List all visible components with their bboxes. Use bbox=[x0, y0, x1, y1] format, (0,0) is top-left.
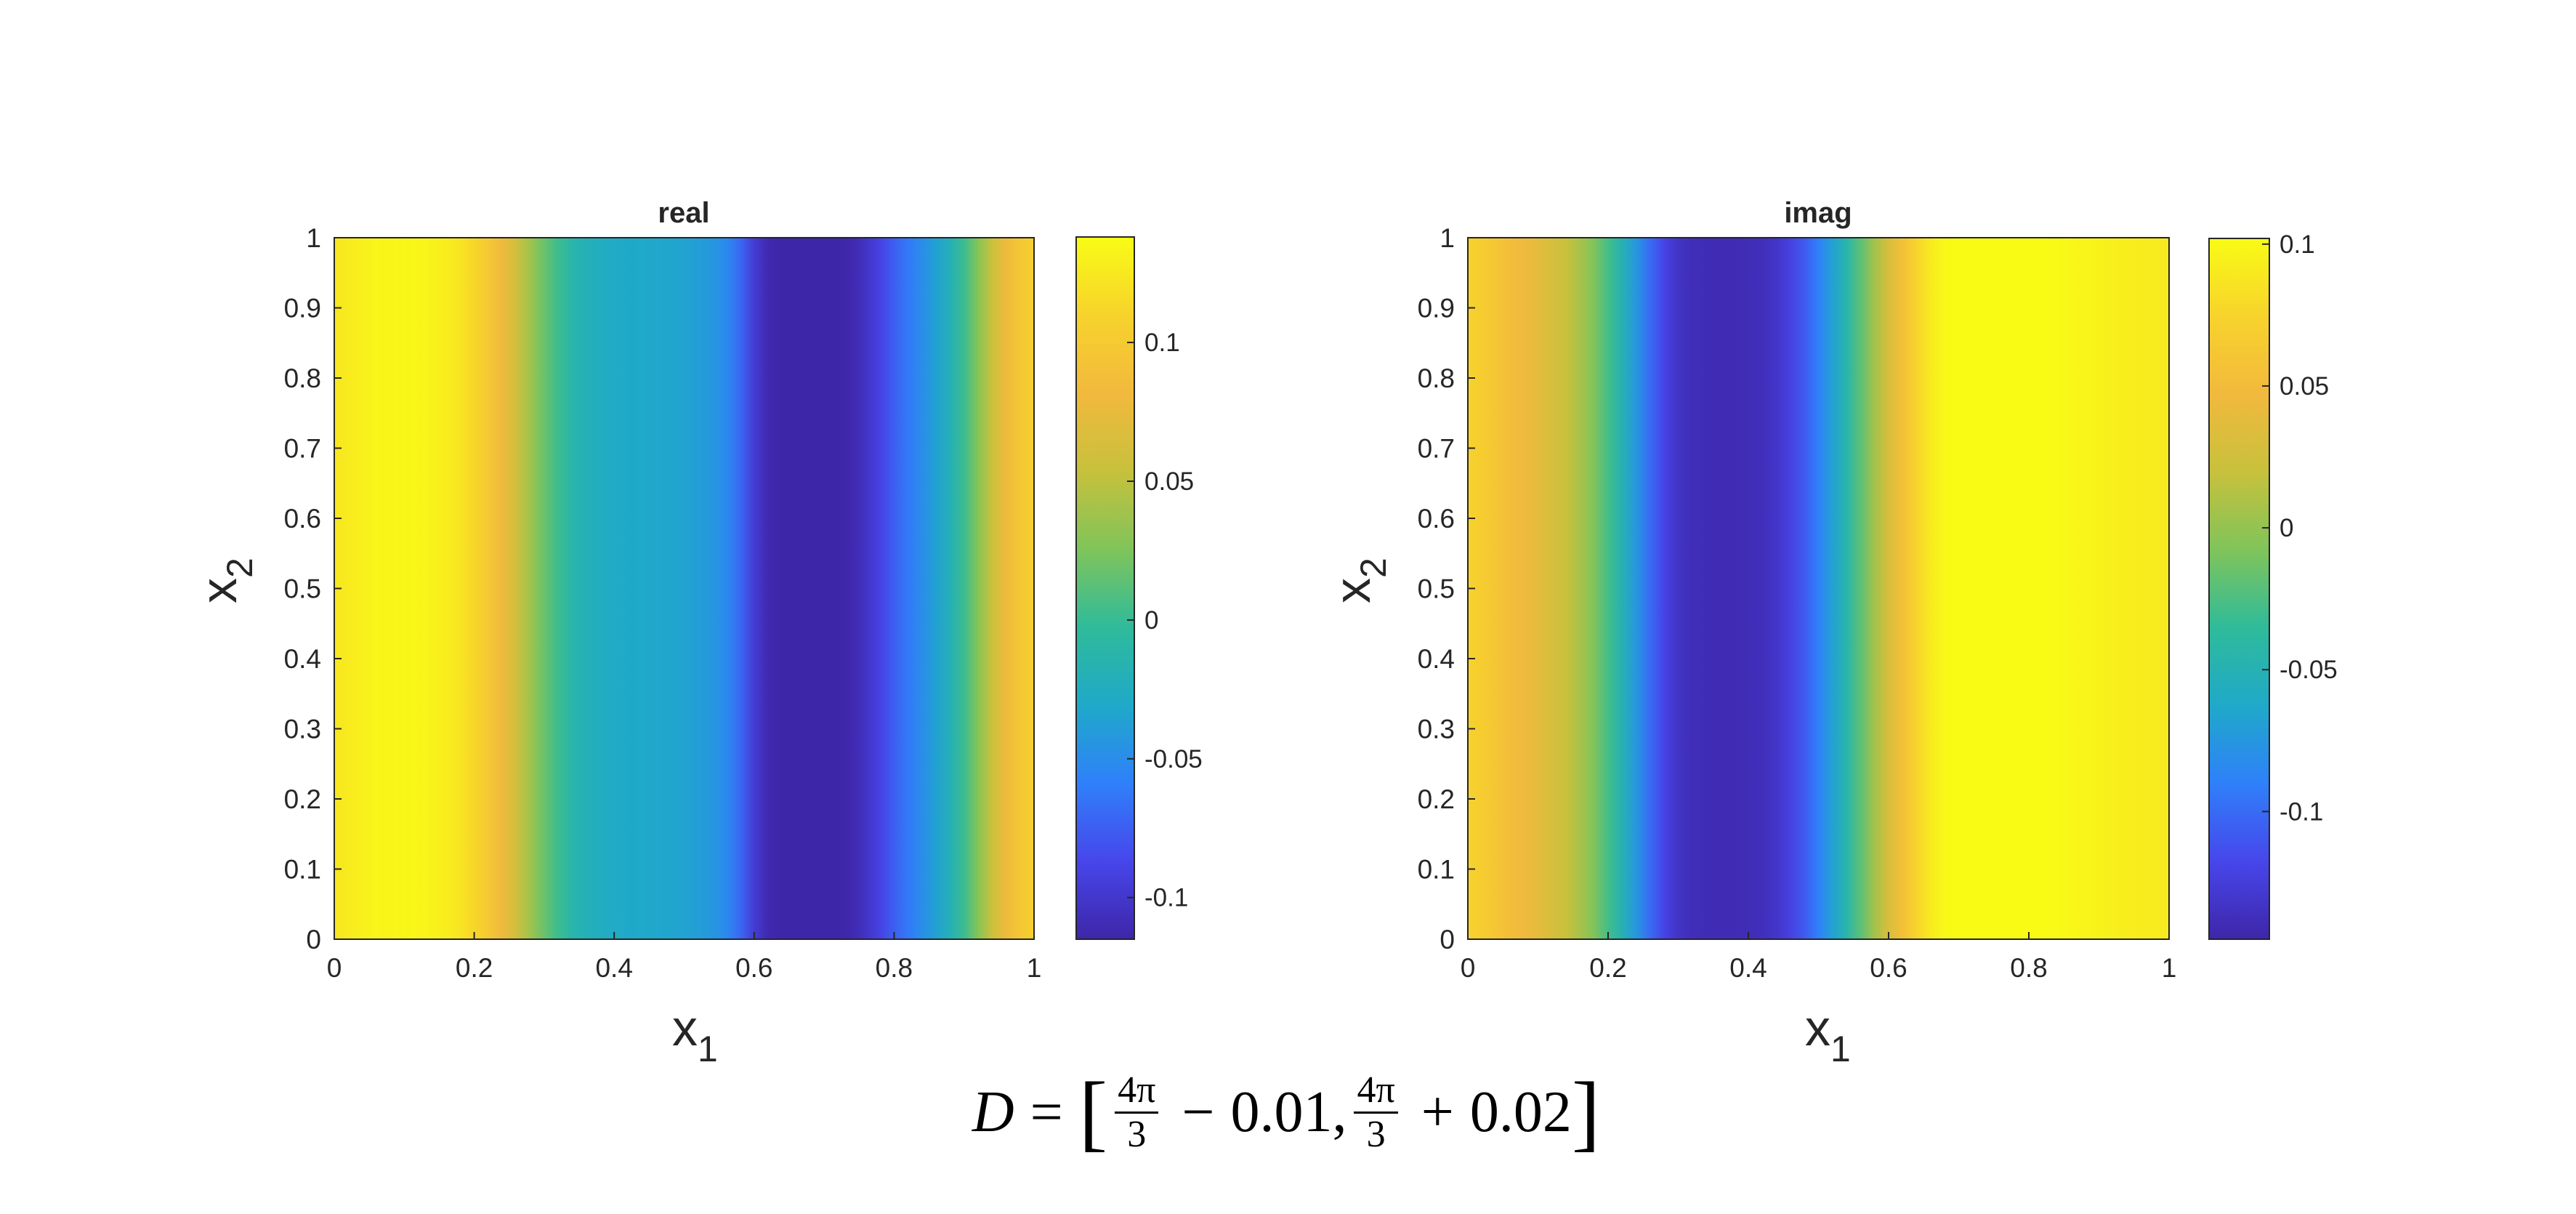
colorbar-tick-label: 0.1 bbox=[1144, 329, 1180, 357]
x-tick-label: 0 bbox=[1461, 953, 1476, 983]
caption-value-2: 0.02 bbox=[1469, 1080, 1572, 1144]
domain-caption: D = [ 4π 3 − 0.01, 4π 3 + 0.02 ] bbox=[923, 1058, 1650, 1167]
y-tick-label: 1 bbox=[1440, 223, 1455, 253]
caption-value-1: 0.01, bbox=[1230, 1080, 1347, 1144]
caption-fraction-1-den: 3 bbox=[1127, 1113, 1147, 1155]
x-tick-label: 0.8 bbox=[2010, 953, 2047, 983]
colorbar-real bbox=[1075, 236, 1135, 940]
colorbar-ticks-real: -0.1 -0.05 0 0.05 0.1 bbox=[1127, 329, 1203, 912]
x-axis-label-real: x1 bbox=[672, 1000, 718, 1069]
colorbar-tick-label: 0.05 bbox=[2280, 372, 2329, 401]
x-axis-label-imag: x1 bbox=[1805, 1000, 1851, 1069]
y-tick-label: 0.3 bbox=[284, 715, 321, 744]
y-tick-label: 0 bbox=[306, 925, 321, 954]
caption-fraction-2-den: 3 bbox=[1366, 1113, 1386, 1155]
y-tick-label: 0 bbox=[1440, 925, 1455, 954]
caption-equals: = bbox=[1030, 1080, 1063, 1144]
x-tick-label: 1 bbox=[2162, 953, 2177, 983]
x-tick-label: 1 bbox=[1027, 953, 1042, 983]
x-tick-label: 0.6 bbox=[1870, 953, 1907, 983]
colorbar-tick-label: 0.05 bbox=[1144, 467, 1194, 496]
y-tick-label: 0.3 bbox=[1418, 715, 1455, 744]
caption-fraction-2: 4π 3 bbox=[1354, 1071, 1398, 1155]
heatmap-panel-real: 0 0.2 0.4 0.6 0.8 1 0 0.1 0.2 0.3 0.4 0.5 0.6 0.7 0.8… bbox=[190, 197, 1203, 1069]
y-tick-label: 0.6 bbox=[284, 504, 321, 534]
y-tick-label: 0.9 bbox=[1418, 294, 1455, 323]
y-tick-label: 0.8 bbox=[284, 363, 321, 393]
heatmap-field-imag bbox=[1468, 238, 2169, 939]
panel-title-imag: imag bbox=[1784, 197, 1852, 229]
x-tick-label: 0.6 bbox=[735, 953, 772, 983]
x-tick-label: 0.8 bbox=[876, 953, 913, 983]
y-ticks-imag: 0 0.1 0.2 0.3 0.4 0.5 0.6 0.7 0.8 0.9 1 bbox=[1418, 223, 1475, 954]
colorbar-ticks-imag: -0.1 -0.05 0 0.05 0.1 bbox=[2262, 230, 2338, 826]
y-tick-label: 0.9 bbox=[284, 294, 321, 323]
y-tick-label: 0.7 bbox=[1418, 434, 1455, 464]
y-tick-label: 0.4 bbox=[284, 644, 321, 674]
heatmap-panel-imag: 0 0.2 0.4 0.6 0.8 1 0 0.1 0.2 0.3 0.4 0.5 0.6 0.7 0.8… bbox=[1324, 197, 2338, 1069]
y-tick-label: 0.1 bbox=[284, 855, 321, 885]
colorbar-imag bbox=[2208, 238, 2270, 940]
y-tick-label: 0.6 bbox=[1418, 504, 1455, 534]
caption-lhs: D bbox=[972, 1080, 1014, 1144]
caption-fraction-1-num: 4π bbox=[1115, 1071, 1159, 1114]
colorbar-tick-label: -0.1 bbox=[2280, 797, 2323, 826]
colorbar-tick-label: -0.05 bbox=[2280, 656, 2338, 684]
y-tick-label: 0.2 bbox=[1418, 784, 1455, 814]
y-tick-label: 0.5 bbox=[284, 574, 321, 604]
y-tick-label: 0.5 bbox=[1418, 574, 1455, 604]
y-tick-label: 0.4 bbox=[1418, 644, 1455, 674]
colorbar-tick-label: 0 bbox=[2280, 514, 2293, 542]
x-ticks-real: 0 0.2 0.4 0.6 0.8 1 bbox=[327, 932, 1042, 983]
x-tick-label: 0.2 bbox=[456, 953, 493, 983]
y-tick-label: 0.7 bbox=[284, 434, 321, 464]
heatmap-field-real bbox=[334, 238, 1034, 939]
x-tick-label: 0.4 bbox=[595, 953, 632, 983]
caption-plus: + bbox=[1421, 1080, 1454, 1144]
colorbar-tick-label: -0.1 bbox=[1144, 884, 1188, 912]
caption-fraction-2-num: 4π bbox=[1354, 1071, 1398, 1114]
x-tick-label: 0.2 bbox=[1589, 953, 1626, 983]
y-ticks-real: 0 0.1 0.2 0.3 0.4 0.5 0.6 0.7 0.8 0.9 1 bbox=[284, 223, 342, 954]
caption-fraction-1: 4π 3 bbox=[1115, 1071, 1159, 1155]
x-ticks-imag: 0 0.2 0.4 0.6 0.8 1 bbox=[1461, 932, 2177, 983]
caption-close-bracket: ] bbox=[1571, 1064, 1601, 1159]
y-tick-label: 0.2 bbox=[284, 784, 321, 814]
y-axis-label-real: x2 bbox=[190, 558, 260, 603]
caption-open-bracket: [ bbox=[1078, 1064, 1108, 1159]
colorbar-tick-label: -0.05 bbox=[1144, 745, 1203, 773]
y-axis-label-imag: x2 bbox=[1324, 558, 1394, 603]
panel-title-real: real bbox=[658, 197, 709, 229]
y-tick-label: 1 bbox=[306, 223, 321, 253]
caption-minus: − bbox=[1182, 1080, 1215, 1144]
colorbar-tick-label: 0.1 bbox=[2280, 230, 2315, 259]
x-tick-label: 0 bbox=[327, 953, 342, 983]
x-tick-label: 0.4 bbox=[1729, 953, 1767, 983]
y-tick-label: 0.8 bbox=[1418, 363, 1455, 393]
y-tick-label: 0.1 bbox=[1418, 855, 1455, 885]
colorbar-tick-label: 0 bbox=[1144, 606, 1158, 635]
